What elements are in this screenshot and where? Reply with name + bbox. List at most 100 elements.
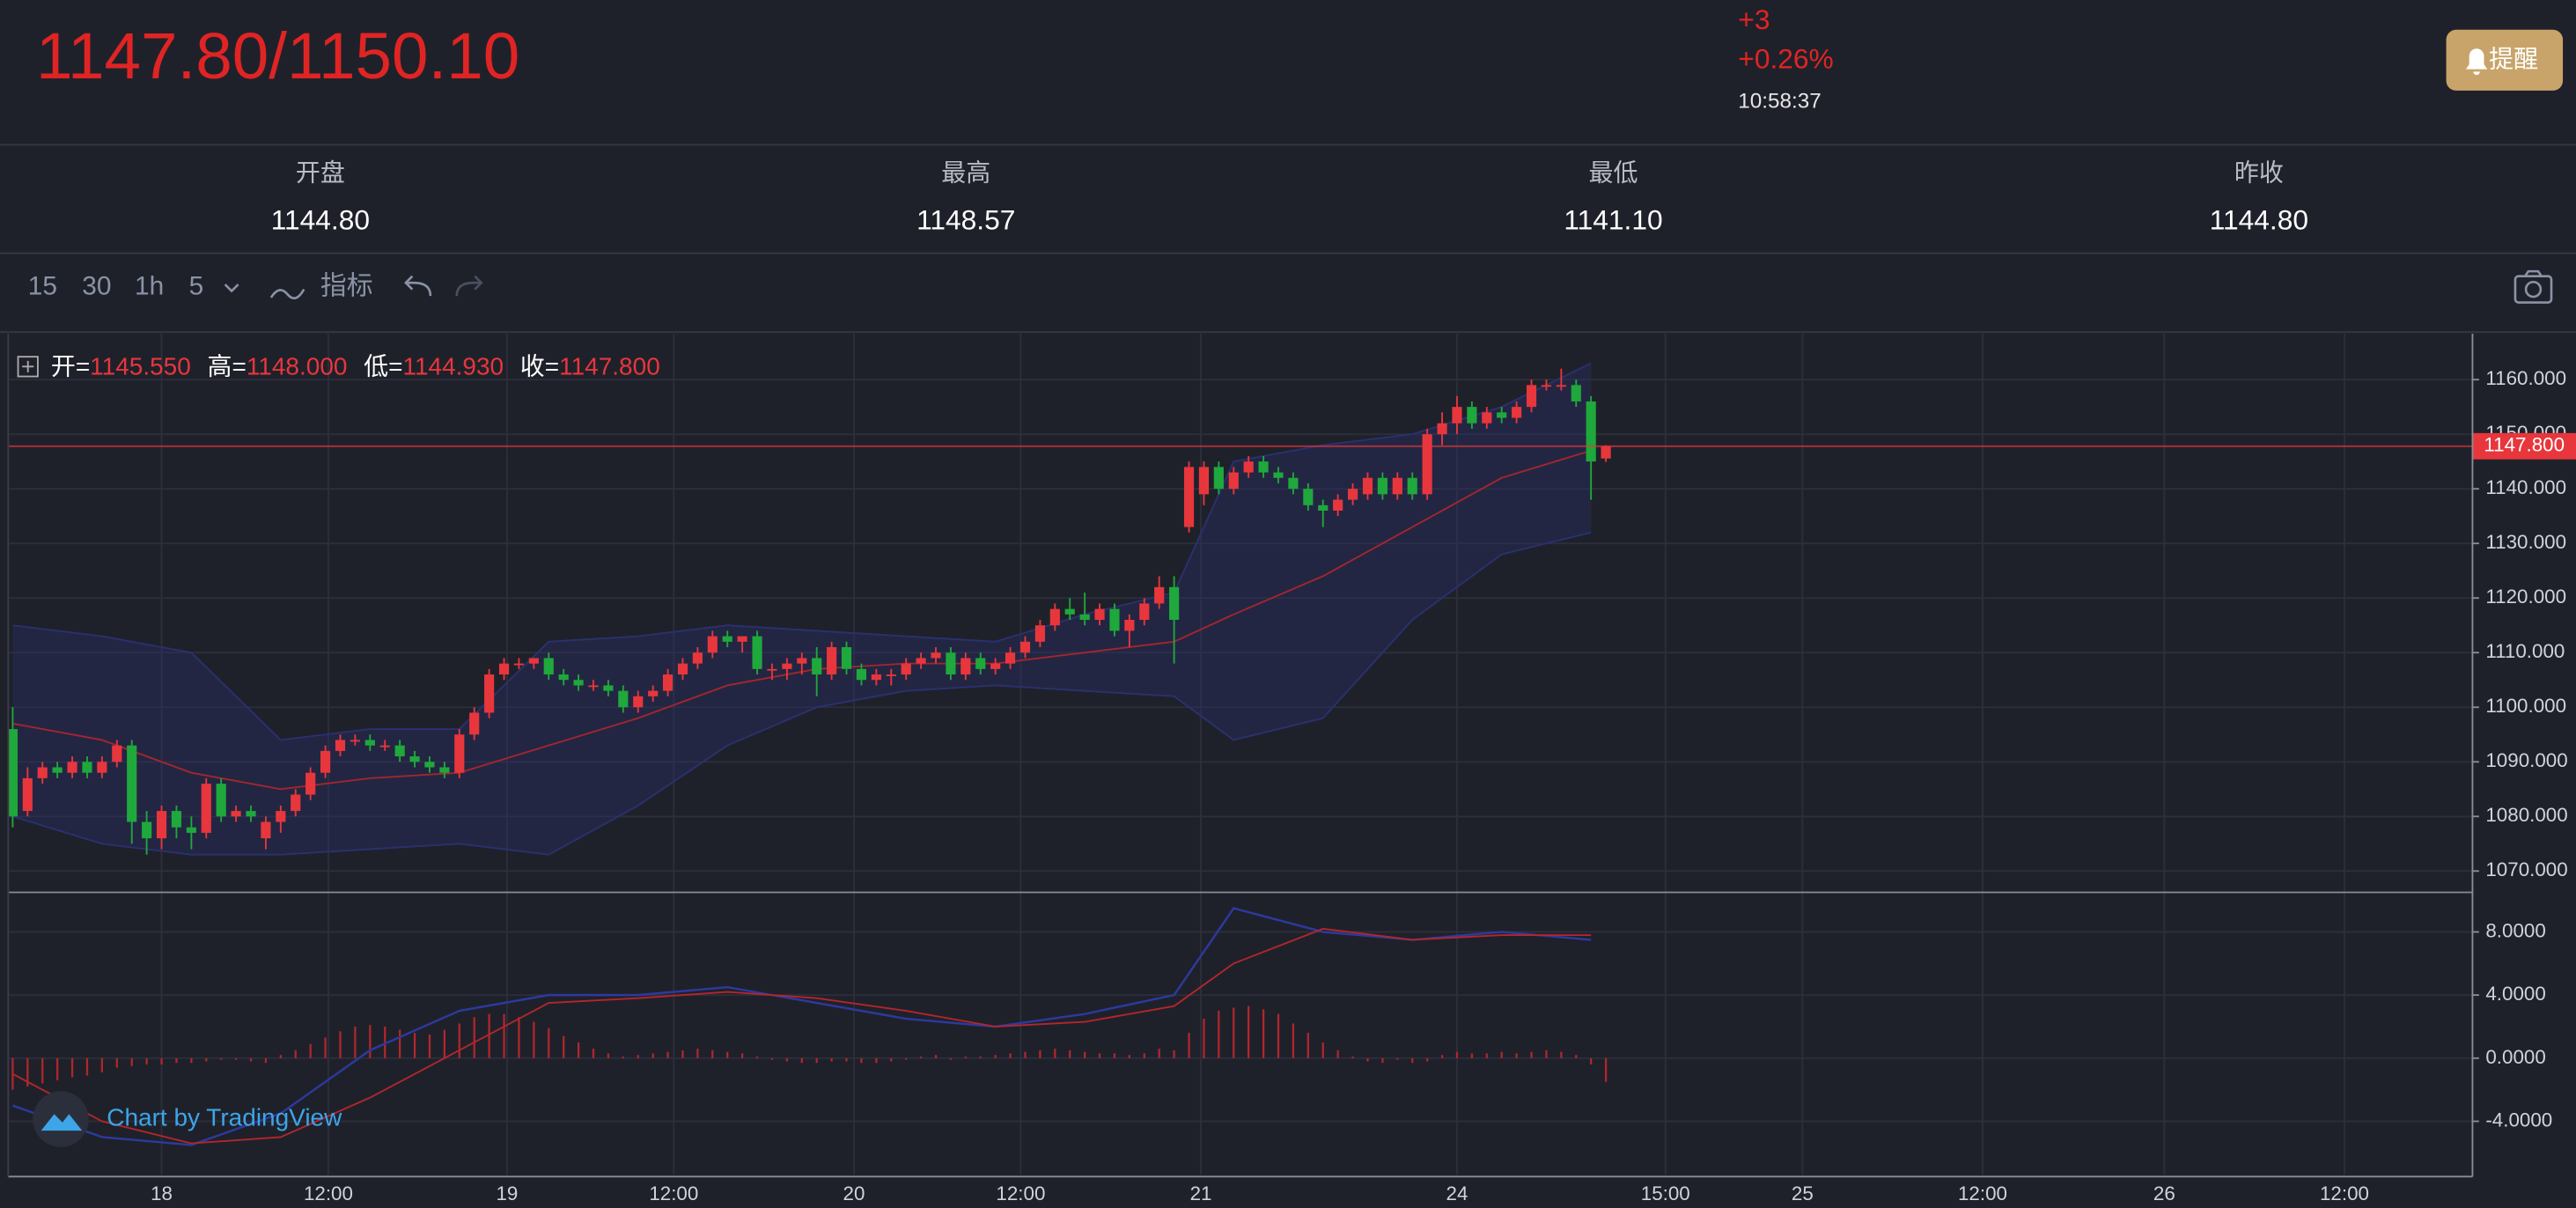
histogram-bar	[1262, 1009, 1265, 1058]
histogram-bar	[413, 1033, 416, 1058]
legend-toggle-plus[interactable]	[22, 360, 34, 372]
redo-icon[interactable]	[455, 275, 483, 297]
histogram-bar	[830, 1057, 833, 1062]
y-tick-label: 8.0000	[2485, 919, 2545, 941]
watermark-logo[interactable]	[40, 1114, 83, 1131]
camera-body[interactable]	[2513, 275, 2553, 304]
histogram-bar	[354, 1026, 357, 1058]
y-tick-label: -4.0000	[2485, 1109, 2552, 1131]
candle-body	[1407, 477, 1417, 495]
histogram-bar	[1277, 1013, 1280, 1058]
candle-body	[1109, 608, 1120, 631]
last-price-tag	[2472, 432, 2576, 460]
candle-body	[856, 668, 867, 681]
camera-lens[interactable]	[2524, 280, 2543, 298]
histogram-bar	[70, 1057, 74, 1078]
histogram-bar	[1426, 1057, 1429, 1062]
histogram-bar	[681, 1050, 684, 1058]
camera-top[interactable]	[2524, 269, 2543, 277]
histogram-bar	[339, 1031, 342, 1058]
candle-body	[916, 658, 926, 664]
candle-body	[990, 663, 1001, 669]
candle-body	[394, 745, 405, 757]
candle-body	[454, 734, 465, 773]
candle-body	[1094, 608, 1105, 621]
candle-body	[1482, 412, 1492, 424]
alert-button-bg[interactable]	[2446, 29, 2564, 91]
indicator-icon[interactable]	[269, 288, 305, 300]
watermark-text[interactable]: Chart by TradingView	[107, 1103, 342, 1131]
candle-body	[722, 636, 732, 642]
candle-body	[1437, 423, 1447, 435]
histogram-bar	[249, 1057, 253, 1062]
candle-body	[112, 745, 122, 762]
candle-body	[67, 762, 77, 773]
candle-body	[1586, 401, 1596, 462]
histogram-bar	[1292, 1023, 1295, 1058]
histogram-bar	[1590, 1057, 1593, 1065]
alert-button[interactable]: 提醒	[2446, 29, 2564, 91]
histogram-bar	[145, 1057, 148, 1065]
histogram-bar	[175, 1057, 178, 1064]
interval-button[interactable]: 5	[189, 272, 204, 301]
x-tick-label: 12:00	[304, 1182, 353, 1204]
candle-body	[633, 696, 644, 708]
dropdown-chevron[interactable]	[224, 284, 239, 293]
time: 10:58:37	[1738, 89, 1821, 113]
candle-body	[752, 636, 762, 669]
x-tick-label: 19	[496, 1182, 518, 1204]
candle-body	[1362, 477, 1373, 495]
histogram-bar	[577, 1042, 580, 1058]
candle-body	[975, 658, 986, 669]
histogram-bar	[1143, 1053, 1145, 1058]
histogram-bar	[741, 1053, 744, 1058]
undo-icon[interactable]	[404, 275, 432, 297]
candle-body	[439, 767, 450, 773]
candle-body	[707, 636, 718, 653]
watermark-logo-bg[interactable]	[33, 1091, 89, 1147]
x-tick-label: 12:00	[1958, 1182, 2007, 1204]
candle-body	[1273, 472, 1284, 478]
bell-icon[interactable]	[2465, 48, 2488, 76]
histogram-bar	[160, 1057, 163, 1065]
interval-button[interactable]: 15	[28, 272, 57, 301]
candle-body	[37, 767, 48, 778]
histogram-bar	[309, 1043, 312, 1058]
legend-toggle[interactable]	[17, 356, 39, 378]
candle-body	[901, 663, 911, 675]
stat-value: 1141.10	[1564, 204, 1662, 236]
histogram-bar	[696, 1049, 699, 1058]
histogram-bar	[384, 1026, 386, 1058]
screenshot-button[interactable]	[2513, 269, 2553, 304]
x-tick-label: 15:00	[1641, 1182, 1690, 1204]
histogram-bar	[443, 1029, 446, 1058]
x-tick-label: 21	[1190, 1182, 1212, 1204]
y-tick-label: 1140.000	[2485, 476, 2566, 498]
histogram-bar	[1248, 1005, 1250, 1058]
change-pct: +0.26%	[1738, 43, 1833, 75]
histogram-bar	[1113, 1053, 1116, 1058]
histogram-bar	[85, 1057, 89, 1076]
stat-value: 1144.80	[271, 204, 370, 236]
candle-body	[782, 663, 792, 669]
candle-body	[127, 745, 137, 822]
candle-body	[797, 658, 807, 664]
candle-body	[588, 685, 599, 688]
candle-body	[528, 658, 539, 664]
watermark[interactable]: Chart by TradingView	[33, 1091, 342, 1147]
candle-body	[82, 762, 92, 773]
y-tick-label: 1120.000	[2485, 586, 2566, 608]
candle-body	[201, 784, 211, 833]
histogram-bar	[622, 1057, 624, 1058]
histogram-bar	[26, 1057, 29, 1087]
alert-label[interactable]: 提醒	[2489, 46, 2538, 73]
interval-button[interactable]: 1h	[135, 272, 164, 301]
candle-body	[142, 821, 152, 839]
histogram-bar	[1515, 1053, 1518, 1058]
y-tick-label: 1160.000	[2485, 367, 2566, 389]
candle-body	[498, 663, 510, 675]
indicators-button[interactable]: 指标	[320, 272, 373, 301]
interval-button[interactable]: 30	[82, 272, 111, 301]
candle-body	[812, 658, 822, 675]
